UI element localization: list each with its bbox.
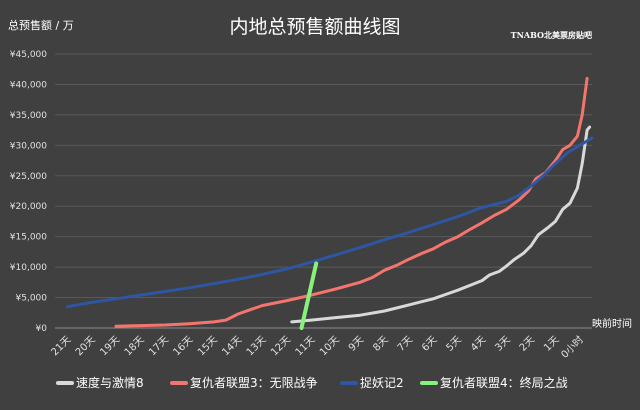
x-tick-label: 7天 [396, 334, 415, 353]
series-line-4 [299, 261, 319, 330]
gridlines [55, 53, 592, 329]
legend: 速度与激情8 复仇者联盟3：无限战争 捉妖记2 复仇者联盟4：终局之战 [56, 375, 568, 390]
x-tick-label: 9天 [347, 334, 366, 353]
legend-item-1: 速度与激情8 [76, 375, 144, 390]
series-line-1 [290, 125, 592, 324]
x-tick-label: 4天 [469, 334, 488, 353]
x-tick-label: 13天 [245, 334, 269, 358]
x-tick-label: 12天 [269, 334, 293, 358]
x-tick-label: 16天 [172, 334, 196, 358]
x-tick-label: 0小时 [559, 334, 586, 361]
x-tick-label: 19天 [98, 334, 122, 358]
x-tick-label: 5天 [445, 334, 464, 353]
y-tick-label: ¥0 [36, 324, 48, 334]
y-tick-label: ¥20,000 [10, 202, 47, 212]
x-tick-label: 10天 [318, 334, 342, 358]
x-tick-label: 18天 [123, 334, 147, 358]
y-tick-labels: ¥0 ¥5,000 ¥10,000 ¥15,000 ¥20,000 ¥25,000 ¥30,… [10, 50, 47, 334]
x-tick-labels: 21天 20天 19天 18天 17天 16天 15天 14天 13天 12天 11天 10天 9天 8天… [49, 334, 585, 361]
x-tick-label: 21天 [49, 334, 73, 358]
x-tick-label: 6天 [420, 334, 439, 353]
x-tick-label: 17天 [147, 334, 171, 358]
legend-item-3: 捉妖记2 [360, 375, 404, 390]
x-axis-label: 映前时间 [592, 317, 632, 330]
x-tick-label: 20天 [74, 334, 98, 358]
x-tick-label: 1天 [542, 334, 561, 353]
watermark: TNABO北美票房贴吧 [511, 30, 592, 40]
x-tick-label: 2天 [518, 334, 537, 353]
y-tick-label: ¥35,000 [10, 111, 47, 121]
x-tick-label: 14天 [220, 334, 244, 358]
y-tick-label: ¥15,000 [10, 233, 47, 243]
x-tick-label: 3天 [493, 334, 512, 353]
y-tick-label: ¥10,000 [10, 263, 47, 273]
y-tick-label: ¥5,000 [16, 294, 48, 304]
y-tick-label: ¥25,000 [10, 172, 47, 182]
y-axis-label: 总预售额 / 万 [8, 18, 74, 32]
y-tick-label: ¥40,000 [10, 80, 47, 90]
x-tick-label: 8天 [371, 334, 390, 353]
legend-item-2: 复仇者联盟3：无限战争 [190, 376, 318, 390]
x-tick-label: 15天 [196, 334, 220, 358]
y-tick-label: ¥45,000 [10, 50, 47, 60]
x-tick-label: 11天 [294, 334, 318, 358]
series-line-3 [65, 136, 594, 309]
legend-item-4: 复仇者联盟4：终局之战 [440, 375, 568, 390]
y-tick-label: ¥30,000 [10, 141, 47, 151]
chart-title: 内地总预售额曲线图 [229, 16, 400, 38]
series-lines [65, 76, 594, 330]
